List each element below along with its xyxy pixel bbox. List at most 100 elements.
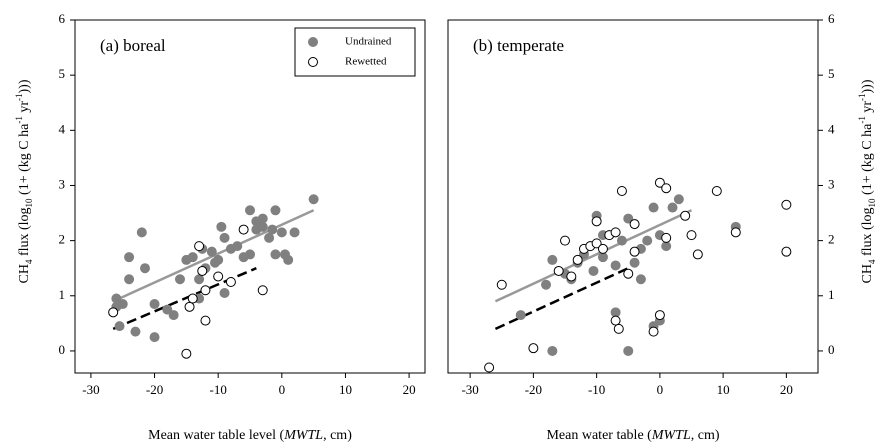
y-tick-label: 4 xyxy=(828,121,835,136)
data-point xyxy=(283,254,294,265)
y-label-part: 4 xyxy=(24,259,34,264)
data-point xyxy=(206,246,217,257)
data-point xyxy=(213,271,224,282)
data-point xyxy=(200,315,211,326)
legend-label: Undrained xyxy=(345,36,392,48)
data-point xyxy=(257,221,268,232)
legend-label: Rewetted xyxy=(345,56,387,68)
x-tick-label: -30 xyxy=(82,382,99,397)
data-point xyxy=(623,268,634,279)
x-tick-label: 20 xyxy=(403,382,416,397)
data-point xyxy=(610,227,621,238)
legend-marker xyxy=(308,57,318,67)
x-tick-label: 10 xyxy=(339,382,352,397)
legend-marker xyxy=(308,37,318,47)
data-point xyxy=(213,254,224,265)
x-axis-label: Mean water table level (MWTL, cm) xyxy=(148,428,352,443)
data-point xyxy=(162,304,173,315)
data-point xyxy=(623,213,634,224)
y-label-part: CH xyxy=(17,264,32,283)
data-point xyxy=(515,310,526,321)
data-point xyxy=(484,362,495,373)
data-point xyxy=(124,252,135,263)
x-label-part: , cm) xyxy=(691,428,720,443)
data-point xyxy=(654,177,665,188)
data-point xyxy=(661,241,672,252)
data-point xyxy=(553,265,564,276)
data-point xyxy=(781,199,792,210)
data-point xyxy=(181,348,192,359)
data-point xyxy=(136,227,147,238)
data-point xyxy=(560,235,571,246)
data-point xyxy=(245,249,255,260)
data-point xyxy=(130,326,141,337)
y-label-part: flux (log xyxy=(17,207,32,259)
y-label-part: ))) xyxy=(860,79,875,93)
data-point xyxy=(111,293,122,304)
y-tick-label: 2 xyxy=(59,232,66,247)
x-tick-label: -10 xyxy=(210,382,227,397)
x-tick-label: -10 xyxy=(588,382,605,397)
x-label-part: Mean water table level ( xyxy=(148,428,284,443)
data-point xyxy=(680,210,691,221)
data-point xyxy=(124,274,135,285)
y-label-part: yr xyxy=(860,101,875,117)
data-point xyxy=(140,263,150,274)
data-point xyxy=(629,257,640,268)
data-point xyxy=(541,279,552,290)
data-point xyxy=(225,276,236,287)
data-point xyxy=(149,299,160,310)
y-tick-label: 6 xyxy=(828,11,835,26)
data-point xyxy=(270,205,281,216)
y-tick-label: 1 xyxy=(828,287,835,302)
x-tick-label: 0 xyxy=(657,382,664,397)
y-label-part: -1 xyxy=(857,116,867,124)
y-tick-label: 0 xyxy=(828,342,835,357)
data-point xyxy=(623,345,634,356)
y-tick-label: 1 xyxy=(59,287,66,302)
data-point xyxy=(642,235,653,246)
data-point xyxy=(276,227,287,238)
data-point xyxy=(547,345,558,356)
data-point xyxy=(629,219,640,230)
data-point xyxy=(175,274,185,285)
panel-title: (b) temperate xyxy=(473,36,564,55)
data-point xyxy=(219,288,230,299)
x-label-part: Mean water table ( xyxy=(546,428,652,443)
data-point xyxy=(654,310,665,321)
data-point xyxy=(547,254,558,265)
trend-line xyxy=(494,209,693,303)
y-label-part: 4 xyxy=(867,259,877,264)
data-point xyxy=(194,274,205,285)
data-point xyxy=(184,301,195,312)
plot-frame xyxy=(74,19,426,374)
data-point xyxy=(219,232,230,243)
data-point xyxy=(257,285,268,296)
data-point xyxy=(308,194,319,205)
y-label-part: -1 xyxy=(857,93,867,101)
data-point xyxy=(616,235,627,246)
data-point xyxy=(238,224,249,235)
y-tick-label: 2 xyxy=(828,232,835,247)
y-label-part: yr xyxy=(17,101,32,117)
data-point xyxy=(692,249,703,260)
x-tick-label: -20 xyxy=(525,382,542,397)
y-axis-label: CH4 flux (log10 (1+ (kg C ha-1 yr-1))) xyxy=(857,79,877,283)
data-point xyxy=(149,332,160,343)
data-point xyxy=(597,243,608,254)
data-point xyxy=(216,221,227,232)
x-tick-label: 10 xyxy=(717,382,730,397)
y-label-part: 10 xyxy=(24,198,34,208)
data-point xyxy=(264,232,275,243)
data-point xyxy=(613,323,624,334)
data-point xyxy=(591,238,602,249)
data-point xyxy=(781,246,792,257)
y-tick-label: 0 xyxy=(59,342,66,357)
plot-frame xyxy=(447,19,819,374)
data-point xyxy=(588,265,599,276)
x-label-part: , cm) xyxy=(323,428,352,443)
y-label-part: (1+ (kg C ha xyxy=(17,123,32,199)
data-point xyxy=(187,252,198,263)
data-point xyxy=(267,224,278,235)
y-label-part: CH xyxy=(860,264,875,283)
